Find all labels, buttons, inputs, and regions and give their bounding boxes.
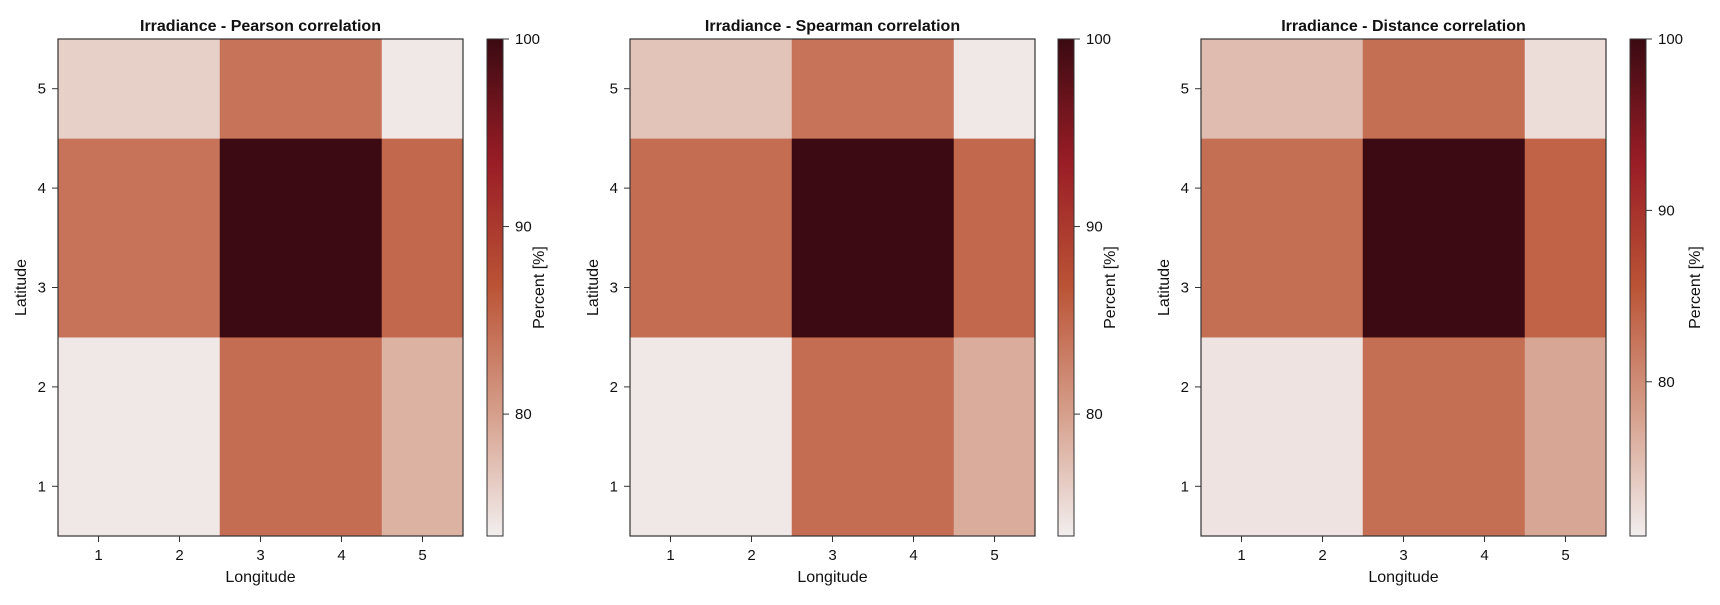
heatmap-cell [953,38,1036,139]
x-tick-label: 4 [909,547,917,564]
colorbar-tick-label: 100 [1658,31,1683,48]
colorbar-tick-label: 90 [1086,219,1103,236]
y-tick-label: 4 [1181,180,1189,197]
heatmap-cell [953,336,1036,537]
y-tick-label: 5 [610,81,618,98]
heatmap-panel-3: Irradiance - Distance correlation 1 2 3 4 5 1 2… [1156,18,1704,586]
colorbar-tick-label: 100 [515,31,540,48]
y-tick-label: 3 [610,280,618,297]
x-tick-label: 3 [256,547,264,564]
y-tick-label: 4 [38,180,46,197]
colorbar-label: Percent [%] [531,246,548,329]
y-axis-label: Latitude [1156,259,1173,316]
x-tick-label: 4 [337,547,345,564]
heatmap-cell [953,138,1036,338]
y-tick-label: 2 [38,379,46,396]
y-axis-label: Latitude [13,259,30,316]
y-tick-label: 1 [1181,478,1189,495]
heatmap-cell [1200,138,1364,338]
heatmap-cell [219,38,383,139]
colorbar-tick-label: 100 [1086,31,1111,48]
colorbar [1057,38,1075,537]
colorbar-tick-label: 80 [515,406,532,423]
x-tick-label: 3 [828,547,836,564]
y-tick-label: 1 [610,478,618,495]
x-tick-label: 5 [418,547,426,564]
heatmap-cell [1200,336,1364,537]
x-tick-label: 1 [666,547,674,564]
heatmap-cell [57,138,221,338]
x-tick-label: 1 [94,547,102,564]
heatmap-cell [381,138,464,338]
x-axis-label: Longitude [797,569,867,586]
heatmap-cell [791,336,955,537]
y-tick-label: 5 [38,81,46,98]
heatmap-cell [381,336,464,537]
colorbar-tick-label: 90 [1658,202,1675,219]
heatmap-cell [1362,336,1526,537]
y-tick-label: 2 [610,379,618,396]
colorbar-label: Percent [%] [1687,246,1704,329]
heatmap-cell [219,336,383,537]
colorbar-tick-label: 80 [1086,406,1103,423]
colorbar-label: Percent [%] [1102,246,1119,329]
y-tick-label: 5 [1181,81,1189,98]
y-axis-label: Latitude [585,259,602,316]
y-tick-label: 1 [38,478,46,495]
heatmap-cell [791,138,955,338]
chart-title: Irradiance - Distance correlation [1281,18,1526,35]
x-axis-label: Longitude [225,569,295,586]
heatmap-cell [1524,138,1607,338]
heatmap-cell [1200,38,1364,139]
heatmap-panel-1: Irradiance - Pearson correlation 1 2 3 4 5 1 2 3… [13,18,548,586]
heatmap-cell [629,138,793,338]
heatmap-cell [1362,38,1526,139]
heatmap-cell [629,38,793,139]
y-tick-label: 3 [38,280,46,297]
x-tick-label: 2 [747,547,755,564]
heatmap-cell [791,38,955,139]
colorbar [1629,38,1647,537]
x-tick-label: 3 [1399,547,1407,564]
heatmap-cell [219,138,383,338]
heatmap-cell [381,38,464,139]
heatmap-cell [57,336,221,537]
x-tick-label: 2 [175,547,183,564]
x-tick-label: 2 [1318,547,1326,564]
heatmap-panel-2: Irradiance - Spearman correlation 1 2 3 4 5 1 2… [585,18,1119,586]
y-tick-label: 2 [1181,379,1189,396]
y-tick-label: 4 [610,180,618,197]
heatmap-cell [1524,38,1607,139]
heatmap-cell [57,38,221,139]
chart-title: Irradiance - Pearson correlation [140,18,381,35]
x-axis-label: Longitude [1368,569,1438,586]
colorbar [486,38,504,537]
chart-title: Irradiance - Spearman correlation [705,18,960,35]
heatmap-cell [629,336,793,537]
heatmap-cell [1524,336,1607,537]
x-tick-label: 4 [1480,547,1488,564]
colorbar-tick-label: 80 [1658,374,1675,391]
x-tick-label: 5 [1561,547,1569,564]
heatmap-cell [1362,138,1526,338]
x-tick-label: 1 [1237,547,1245,564]
y-tick-label: 3 [1181,280,1189,297]
x-tick-label: 5 [990,547,998,564]
colorbar-tick-label: 90 [515,219,532,236]
